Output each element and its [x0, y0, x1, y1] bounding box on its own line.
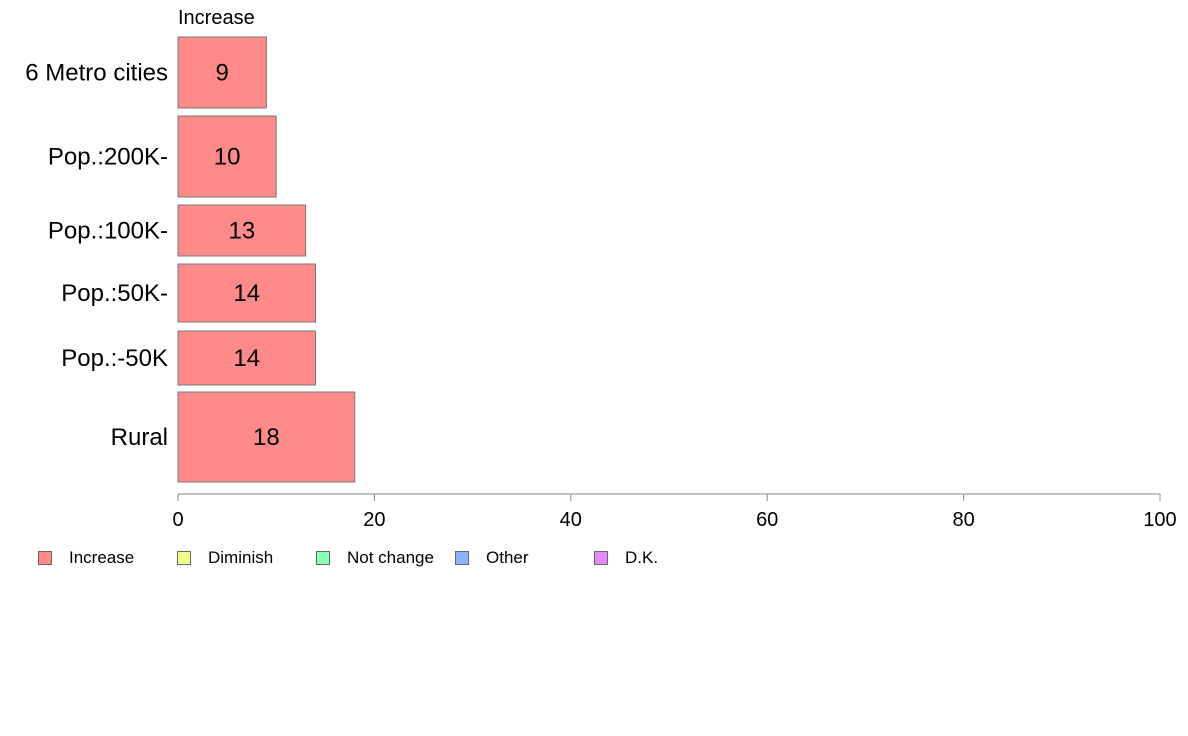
legend-label-not-change: Not change	[347, 548, 434, 567]
category-label-6-metro-cities: 6 Metro cities	[25, 60, 168, 87]
legend-swatch-dk	[594, 551, 608, 565]
legend-swatch-diminish	[177, 551, 191, 565]
x-tick-label-40: 40	[560, 509, 582, 531]
bar-pop-100k	[177, 204, 307, 257]
data-label-pop-50k: 14	[233, 345, 260, 372]
bar-pop-200k	[177, 115, 277, 198]
data-label-6-metro-cities: 9	[216, 60, 229, 87]
x-tick-label-80: 80	[952, 509, 974, 531]
legend-item-diminish: Diminish	[177, 548, 273, 568]
bar-6-metro-cities	[177, 36, 267, 109]
legend-label-increase: Increase	[69, 548, 135, 567]
legend-item-dk: D.K.	[594, 548, 658, 568]
legend-label-dk: D.K.	[625, 548, 659, 567]
data-label-rural: 18	[253, 424, 280, 451]
legend-label-diminish: Diminish	[208, 548, 274, 567]
x-axis: 0 20 40 60 80 100	[172, 493, 1177, 531]
series-heading: Increase	[178, 7, 255, 29]
legend-swatch-not-change	[316, 551, 330, 565]
bars-group: 9 6 Metro cities 10 Pop.:200K- 13 Pop.:100K- 1…	[25, 36, 356, 483]
x-tick-label-20: 20	[363, 509, 385, 531]
data-label-pop-200k: 10	[214, 144, 241, 171]
legend-label-other: Other	[486, 548, 529, 567]
x-tick-label-0: 0	[172, 509, 183, 531]
bar-pop-50k	[177, 330, 316, 386]
legend-swatch-increase	[38, 551, 52, 565]
data-label-pop-50k: 14	[233, 280, 260, 307]
legend-item-other: Other	[455, 548, 529, 568]
data-label-pop-100k: 13	[228, 218, 255, 245]
category-label-pop-50k: Pop.:50K-	[61, 280, 168, 307]
x-tick-label-100: 100	[1143, 509, 1176, 531]
bar-pop-50k	[177, 263, 316, 323]
bar-rural	[177, 391, 356, 483]
category-label-rural: Rural	[111, 424, 168, 451]
x-tick-label-60: 60	[756, 509, 778, 531]
category-label-pop-200k: Pop.:200K-	[48, 144, 168, 171]
category-label-pop-100k: Pop.:100K-	[48, 218, 168, 245]
legend-swatch-other	[455, 551, 469, 565]
legend-item-increase: Increase	[38, 548, 134, 568]
category-label-pop-50k: Pop.:-50K	[61, 345, 168, 372]
legend-item-not-change: Not change	[316, 548, 434, 568]
